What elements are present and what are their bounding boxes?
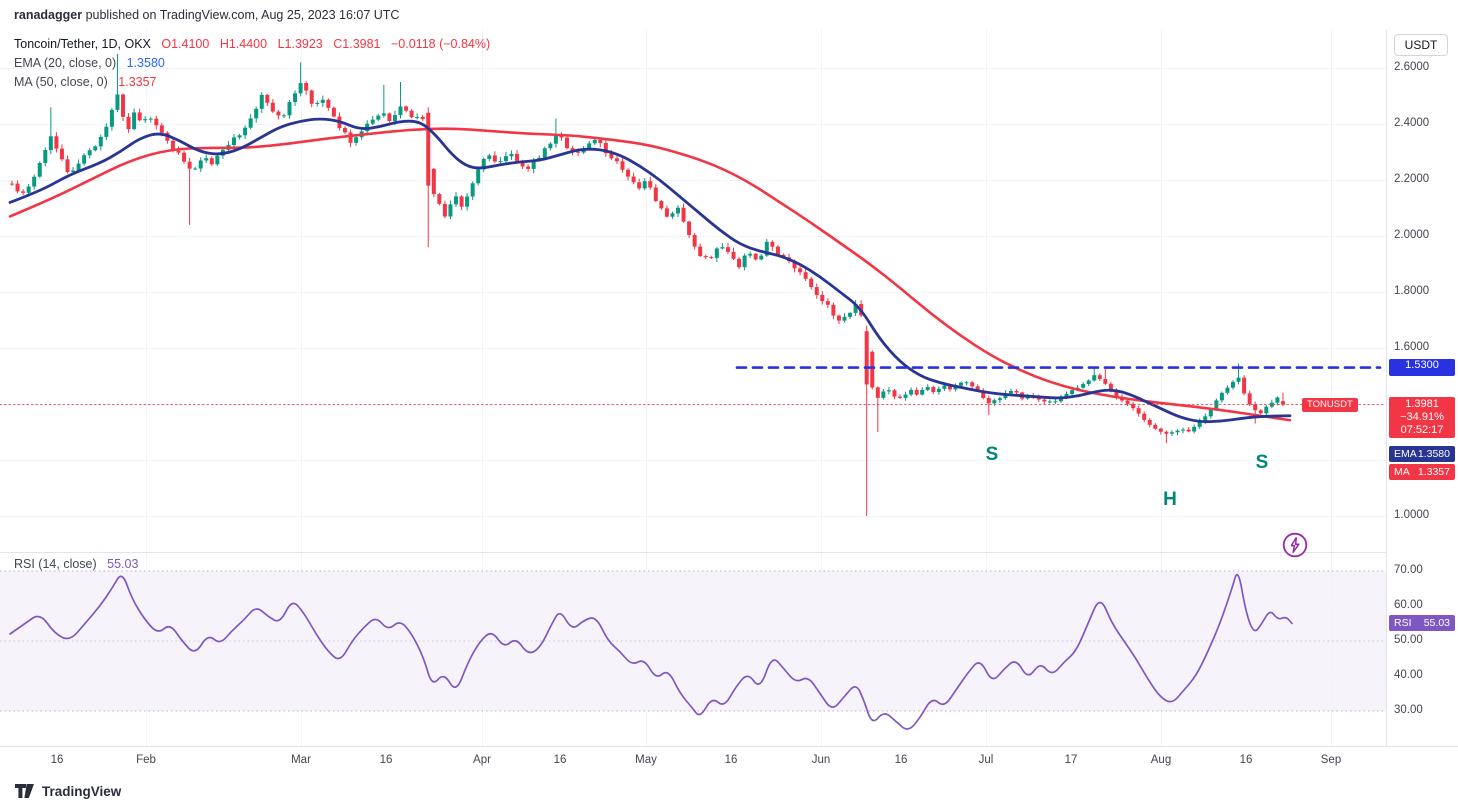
price-tick-label: 2.4000 <box>1394 117 1430 129</box>
tradingview-logo-text: TradingView <box>42 783 122 799</box>
price-tick-label: 1.8000 <box>1394 285 1430 297</box>
lightning-icon[interactable] <box>1281 531 1309 559</box>
ema-legend-row[interactable]: EMA (20, close, 0) 1.3580 <box>14 54 490 73</box>
rsi-tick-label: 50.00 <box>1394 634 1423 646</box>
pane-divider[interactable] <box>0 552 1458 553</box>
time-tick-label: Sep <box>1320 754 1342 766</box>
price-tick-label: 1.0000 <box>1394 509 1430 521</box>
ohlc-low: L1.3923 <box>277 37 323 51</box>
ema-value: 1.3580 <box>126 56 165 70</box>
price-tick-label: 2.6000 <box>1394 61 1430 73</box>
ma-legend-row[interactable]: MA (50, close, 0) 1.3357 <box>14 73 490 92</box>
rsi-label: RSI (14, close) <box>14 557 97 571</box>
ohlc-close: C1.3981 <box>333 37 381 51</box>
time-tick-label: Mar <box>291 754 311 766</box>
ohlc-open: O1.4100 <box>161 37 210 51</box>
time-tick-label: 16 <box>1239 754 1253 766</box>
ma-label: MA (50, close, 0) <box>14 75 108 89</box>
ohlc-change: −0.0118 (−0.84%) <box>391 37 491 51</box>
price-pane-canvas[interactable] <box>0 30 1386 553</box>
ma-value: 1.3357 <box>118 75 157 89</box>
rsi-tick-label: 30.00 <box>1394 704 1423 716</box>
pattern-letter-annotation: S <box>1255 452 1269 473</box>
time-tick-label: 16 <box>553 754 567 766</box>
time-tick-label: 16 <box>894 754 908 766</box>
currency-toggle-button[interactable]: USDT <box>1394 34 1448 56</box>
footer-bar: TradingView <box>0 774 1458 810</box>
rsi-tick-label: 60.00 <box>1394 599 1423 611</box>
publish-header-text: ranadagger published on TradingView.com,… <box>14 0 399 30</box>
time-tick-label: 16 <box>50 754 64 766</box>
time-tick-label: Jul <box>978 754 994 766</box>
pattern-letter-annotation: H <box>1163 489 1177 510</box>
time-tick-label: Aug <box>1150 754 1172 766</box>
symbol-price-tag: TONUSDT <box>1302 397 1358 412</box>
ma-axis-label: MA 1.3357 <box>1389 464 1455 480</box>
ema-label: EMA (20, close, 0) <box>14 56 117 70</box>
time-tick-label: May <box>635 754 657 766</box>
price-axis[interactable]: USDT 2.6000 2.4000 2.2000 2.0000 1.8000 1.600… <box>1386 30 1458 746</box>
tradingview-logo[interactable]: TradingView <box>14 783 121 799</box>
price-tick-label: 2.2000 <box>1394 173 1430 185</box>
time-tick-label: 17 <box>1064 754 1078 766</box>
chart-legend: Toncoin/Tether, 1D, OKX O1.4100 H1.4400 … <box>14 35 490 92</box>
rsi-value: 55.03 <box>107 557 139 571</box>
rsi-legend-row[interactable]: RSI (14, close) 55.03 <box>14 557 138 571</box>
time-axis[interactable]: 16 Feb Mar 16 Apr 16 May 16 Jun 16 Jul 17 Aug 16 Sep <box>0 746 1458 775</box>
time-tick-label: Jun <box>811 754 831 766</box>
publish-info: published on TradingView.com, Aug 25, 20… <box>82 8 400 22</box>
rsi-tick-label: 70.00 <box>1394 564 1423 576</box>
last-price-axis-label: 1.3981 −34.91% 07:52:17 <box>1389 396 1455 438</box>
time-tick-label: 16 <box>724 754 738 766</box>
price-tick-label: 2.0000 <box>1394 229 1430 241</box>
rsi-axis-label: RSI 55.03 <box>1389 615 1455 632</box>
publisher-username: ranadagger <box>14 8 83 22</box>
ohlc-high: H1.4400 <box>219 37 268 51</box>
symbol-title: Toncoin/Tether, 1D, OKX <box>14 37 151 51</box>
symbol-legend-row[interactable]: Toncoin/Tether, 1D, OKX O1.4100 H1.4400 … <box>14 35 490 54</box>
level-price-axis-label: 1.5300 <box>1389 359 1455 377</box>
ema-axis-label: EMA 1.3580 <box>1389 446 1455 462</box>
rsi-tick-label: 40.00 <box>1394 669 1423 681</box>
tradingview-logo-mark <box>15 784 34 798</box>
time-tick-label: Feb <box>136 754 156 766</box>
time-tick-label: 16 <box>379 754 393 766</box>
rsi-pane-canvas[interactable] <box>0 553 1386 746</box>
time-tick-label: Apr <box>473 754 491 766</box>
price-tick-label: 1.6000 <box>1394 341 1430 353</box>
pattern-letter-annotation: S <box>985 444 999 465</box>
publish-header: ranadagger published on TradingView.com,… <box>0 0 1458 30</box>
